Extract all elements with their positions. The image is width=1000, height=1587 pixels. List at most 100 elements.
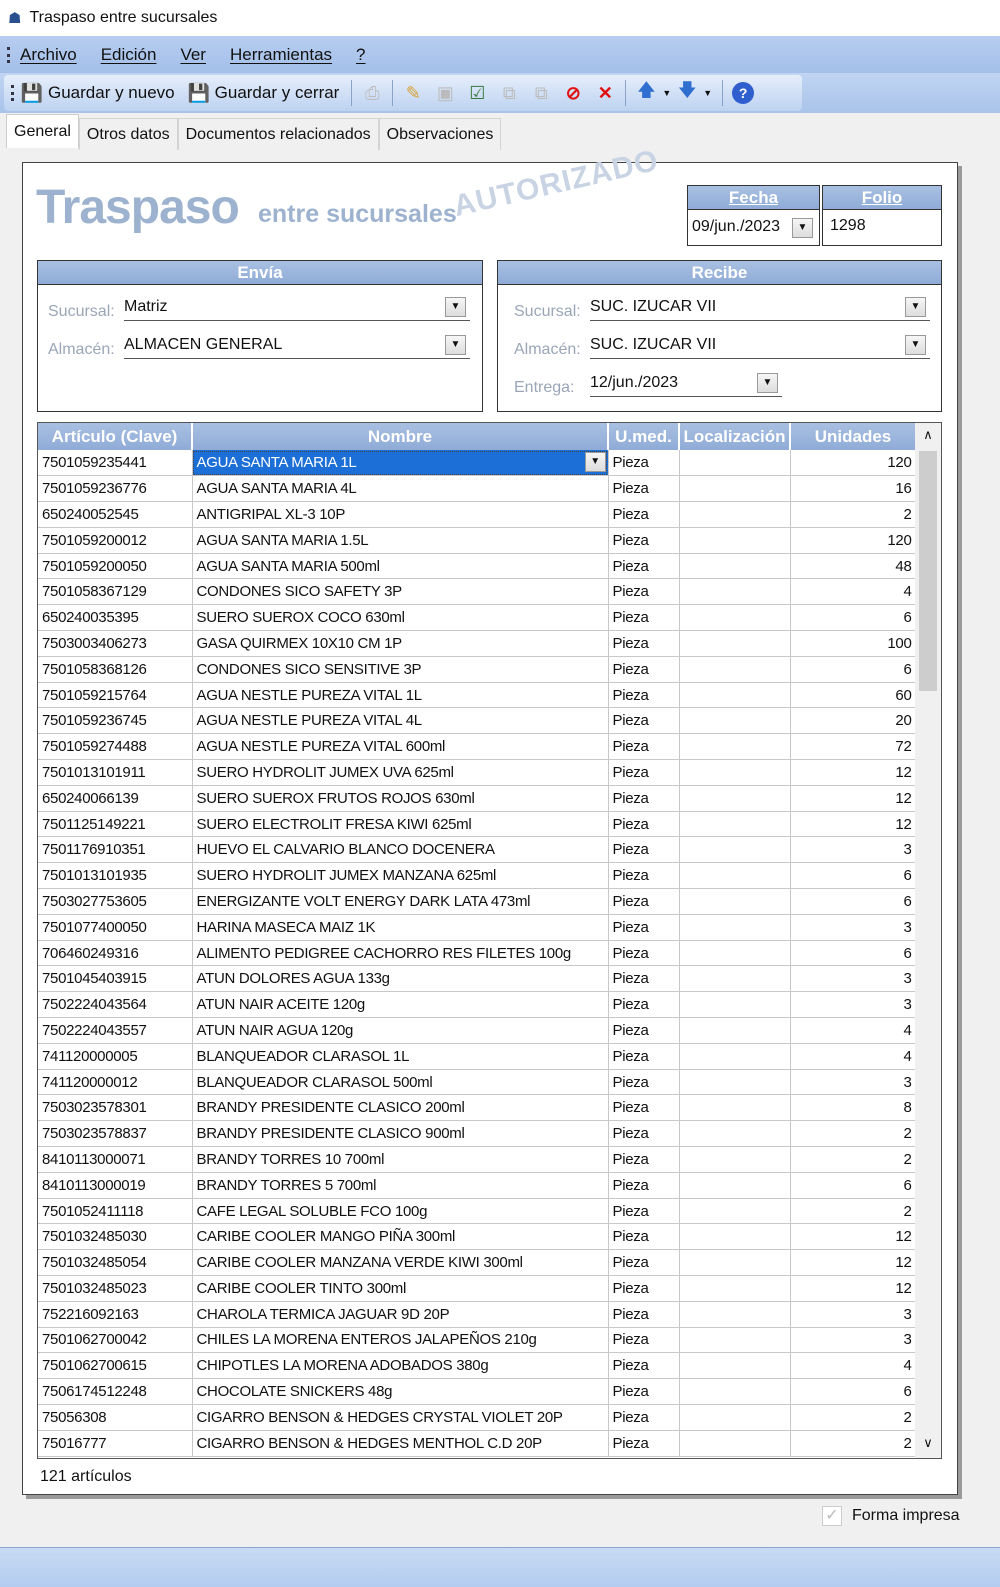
scroll-up-icon[interactable]: ∧ (923, 427, 933, 442)
cell-localizacion[interactable] (679, 475, 791, 503)
cell-localizacion[interactable] (679, 450, 791, 477)
table-row[interactable]: 7501059215764 AGUA NESTLE PUREZA VITAL 1L… (38, 682, 917, 709)
cell-umed[interactable]: Pieza (608, 501, 680, 528)
cell-unidades[interactable]: 3 (790, 1327, 917, 1354)
cell-clave[interactable]: 7501077400050 (38, 914, 193, 941)
tab-general[interactable]: General (6, 114, 79, 148)
cell-umed[interactable]: Pieza (608, 836, 680, 864)
cell-unidades[interactable]: 3 (790, 991, 917, 1019)
cell-unidades[interactable]: 6 (790, 1172, 917, 1199)
cell-umed[interactable]: Pieza (608, 553, 680, 580)
cell-clave[interactable]: 75016777 (38, 1430, 193, 1457)
cell-umed[interactable]: Pieza (608, 578, 680, 606)
cell-localizacion[interactable] (679, 991, 791, 1019)
table-row[interactable]: 7501176910351 HUEVO EL CALVARIO BLANCO DO… (38, 836, 917, 864)
cell-clave[interactable]: 7501062700042 (38, 1327, 193, 1354)
cell-localizacion[interactable] (679, 501, 791, 528)
cell-nombre[interactable]: HUEVO EL CALVARIO BLANCO DOCENERA (192, 836, 609, 864)
help-icon[interactable]: ? (732, 82, 755, 104)
chevron-down-icon[interactable]: ▼ (905, 297, 926, 317)
clipboard-check-icon[interactable]: ☑ (469, 82, 486, 103)
table-row[interactable]: 7502224043557 ATUN NAIR AGUA 120g Pieza 4 (38, 1017, 917, 1044)
table-row[interactable]: 7501059236776 AGUA SANTA MARIA 4L Pieza 16 (38, 475, 917, 503)
cell-localizacion[interactable] (679, 1146, 791, 1173)
cell-localizacion[interactable] (679, 940, 791, 967)
cell-umed[interactable]: Pieza (608, 1430, 680, 1457)
cell-clave[interactable]: 752216092163 (38, 1301, 193, 1328)
cell-nombre[interactable]: AGUA NESTLE PUREZA VITAL 600ml (192, 733, 609, 761)
cell-nombre[interactable]: CARIBE COOLER TINTO 300ml (192, 1275, 609, 1302)
cell-localizacion[interactable] (679, 862, 791, 890)
chevron-down-icon[interactable]: ▼ (703, 88, 713, 98)
tab-documentos-relacionados[interactable]: Documentos relacionados (177, 118, 379, 150)
cell-unidades[interactable]: 2 (790, 1404, 917, 1431)
cell-localizacion[interactable] (679, 759, 791, 786)
cell-localizacion[interactable] (679, 1378, 791, 1405)
cell-clave[interactable]: 7503023578301 (38, 1094, 193, 1122)
cell-localizacion[interactable] (679, 527, 791, 554)
cell-nombre[interactable]: CONDONES SICO SAFETY 3P (192, 578, 609, 606)
cell-unidades[interactable]: 12 (790, 811, 917, 838)
table-row[interactable]: 7501125149221 SUERO ELECTROLIT FRESA KIWI… (38, 811, 917, 838)
cell-unidades[interactable]: 120 (790, 450, 917, 477)
cell-nombre[interactable]: SUERO SUEROX COCO 630ml (192, 604, 609, 632)
cell-nombre[interactable]: AGUA SANTA MARIA 500ml (192, 553, 609, 580)
table-row[interactable]: 7501077400050 HARINA MASECA MAIZ 1K Pieza 3 (38, 914, 917, 941)
cell-nombre[interactable]: SUERO HYDROLIT JUMEX UVA 625ml (192, 759, 609, 786)
table-row[interactable]: 706460249316 ALIMENTO PEDIGREE CACHORRO R… (38, 940, 917, 967)
cell-nombre[interactable]: ENERGIZANTE VOLT ENERGY DARK LATA 473ml (192, 888, 609, 915)
table-row[interactable]: 650240066139 SUERO SUEROX FRUTOS ROJOS 63… (38, 785, 917, 812)
cell-nombre[interactable]: BLANQUEADOR CLARASOL 1L (192, 1043, 609, 1070)
cell-umed[interactable]: Pieza (608, 888, 680, 915)
cell-unidades[interactable]: 4 (790, 1017, 917, 1044)
cell-nombre[interactable]: BRANDY TORRES 10 700ml (192, 1146, 609, 1173)
table-row[interactable]: 7501062700615 CHIPOTLES LA MORENA ADOBADO… (38, 1352, 917, 1380)
table-row[interactable]: 7503023578837 BRANDY PRESIDENTE CLASICO 9… (38, 1120, 917, 1148)
cell-umed[interactable]: Pieza (608, 1069, 680, 1096)
cell-umed[interactable]: Pieza (608, 1043, 680, 1070)
cell-localizacion[interactable] (679, 1069, 791, 1096)
entrega-date-field[interactable]: 12/jun./2023 ▼ (590, 371, 782, 397)
cell-nombre[interactable]: AGUA SANTA MARIA 1L ▼ (192, 450, 609, 477)
cell-unidades[interactable]: 6 (790, 656, 917, 683)
col-articulo[interactable]: Artículo (Clave) (38, 423, 193, 450)
cancel-icon[interactable]: ⊘ (565, 82, 581, 103)
forma-impresa-checkbox[interactable]: ✓ Forma impresa (822, 1506, 960, 1526)
save-close-button[interactable]: 💾 Guardar y cerrar (187, 82, 340, 103)
menu-edicion[interactable]: Edición (100, 44, 157, 64)
pencil-icon[interactable]: ✎ (405, 82, 421, 103)
cell-localizacion[interactable] (679, 1249, 791, 1276)
cell-nombre[interactable]: AGUA SANTA MARIA 1.5L (192, 527, 609, 554)
cell-nombre[interactable]: CIGARRO BENSON & HEDGES CRYSTAL VIOLET 2… (192, 1404, 609, 1431)
cell-unidades[interactable]: 12 (790, 785, 917, 812)
cell-clave[interactable]: 7501058367129 (38, 578, 193, 606)
cell-unidades[interactable]: 2 (790, 501, 917, 528)
cell-umed[interactable]: Pieza (608, 733, 680, 761)
cell-unidades[interactable]: 12 (790, 1223, 917, 1251)
menu-ver[interactable]: Ver (180, 44, 206, 64)
cell-clave[interactable]: 7502224043564 (38, 991, 193, 1019)
cell-nombre[interactable]: SUERO SUEROX FRUTOS ROJOS 630ml (192, 785, 609, 812)
cell-umed[interactable]: Pieza (608, 1249, 680, 1276)
cell-clave[interactable]: 7501125149221 (38, 811, 193, 838)
print-icon[interactable]: ⎙ (365, 82, 380, 103)
cell-nombre[interactable]: SUERO HYDROLIT JUMEX MANZANA 625ml (192, 862, 609, 890)
cell-umed[interactable]: Pieza (608, 940, 680, 967)
cell-unidades[interactable]: 3 (790, 836, 917, 864)
cell-unidades[interactable]: 3 (790, 1069, 917, 1096)
cell-localizacion[interactable] (679, 1120, 791, 1148)
cell-umed[interactable]: Pieza (608, 1275, 680, 1302)
scroll-down-icon[interactable]: ∨ (923, 1435, 933, 1450)
cell-clave[interactable]: 7503003406273 (38, 630, 193, 657)
cell-unidades[interactable]: 16 (790, 475, 917, 503)
cell-localizacion[interactable] (679, 604, 791, 632)
cell-localizacion[interactable] (679, 630, 791, 657)
cell-clave[interactable]: 8410113000019 (38, 1172, 193, 1199)
cell-umed[interactable]: Pieza (608, 450, 680, 477)
cell-localizacion[interactable] (679, 785, 791, 812)
cell-clave[interactable]: 7501059236776 (38, 475, 193, 503)
cell-clave[interactable]: 75056308 (38, 1404, 193, 1431)
cell-localizacion[interactable] (679, 836, 791, 864)
table-row[interactable]: 7501058367129 CONDONES SICO SAFETY 3P Piez… (38, 578, 917, 606)
table-row[interactable]: 7506174512248 CHOCOLATE SNICKERS 48g Pieza… (38, 1378, 917, 1405)
